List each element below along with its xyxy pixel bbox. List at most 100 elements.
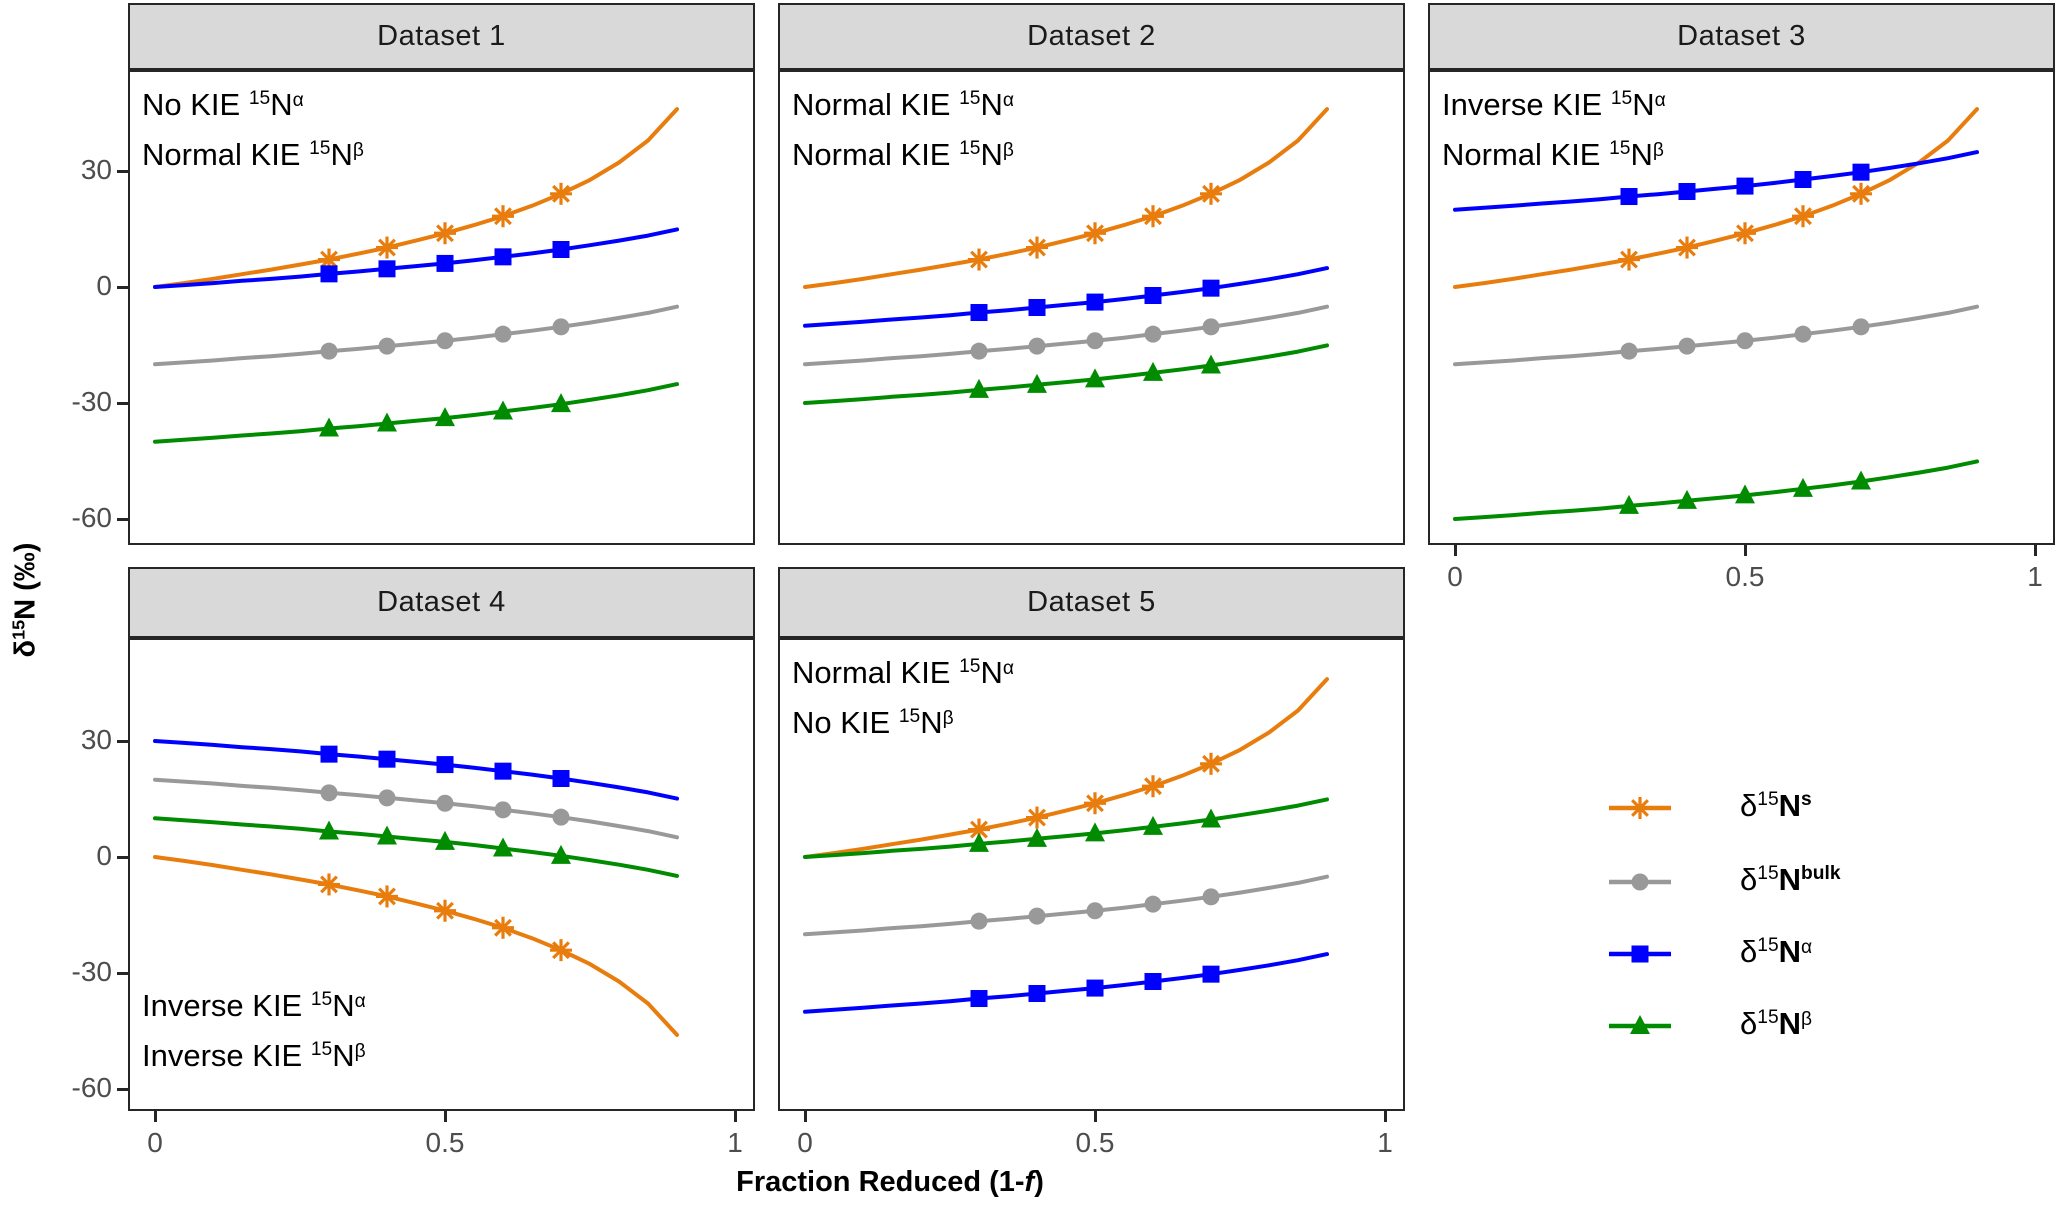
x-axis-tick-label: 0.5 — [425, 1127, 465, 1158]
series-markers-bulk — [970, 888, 1220, 930]
series-markers-beta — [969, 354, 1221, 398]
x-axis-tick — [734, 1111, 737, 1122]
series-markers-alpha — [320, 240, 570, 283]
legend-entry-alpha: δ15Nα — [1428, 932, 2028, 976]
series-line-s — [803, 677, 1329, 859]
facet-panel-1: No KIE 15Nα Normal KIE 15Nβ — [128, 70, 755, 545]
strip-label: Dataset 1 — [377, 20, 506, 52]
y-axis-tick-label: -60 — [71, 502, 112, 533]
series-markers-beta — [969, 808, 1221, 852]
panel-annotation-1: No KIE 15Nα Normal KIE 15Nβ — [142, 80, 364, 180]
y-axis-tick — [117, 286, 128, 289]
facet-strip-1: Dataset 1 — [128, 3, 755, 70]
x-axis-tick — [1094, 1111, 1097, 1122]
annotation-line: No KIE 15Nα — [142, 87, 304, 122]
y-axis-tick — [117, 402, 128, 405]
series-markers-alpha — [1620, 163, 1870, 206]
y-axis-title: δ15N (‰) — [8, 542, 42, 658]
series-line-s — [1453, 107, 1979, 289]
series-markers-alpha — [970, 965, 1220, 1008]
annotation-line: Normal KIE 15Nβ — [1442, 137, 1664, 172]
series-line-s — [153, 107, 679, 289]
y-axis-tick-label: -60 — [71, 1072, 112, 1103]
facet-strip-2: Dataset 2 — [778, 3, 1405, 70]
y-axis-tick — [117, 972, 128, 975]
x-axis-tick-label: 1 — [727, 1127, 743, 1158]
y-axis-tick — [117, 170, 128, 173]
series-line-alpha — [803, 266, 1329, 328]
series-line-beta — [803, 343, 1329, 405]
legend-key-square-icon — [1609, 945, 1671, 963]
facet-panel-4: Inverse KIE 15Nα Inverse KIE 15Nβ — [128, 638, 755, 1111]
y-axis-tick — [117, 1088, 128, 1091]
panel-annotation-5: Normal KIE 15Nα No KIE 15Nβ — [792, 648, 1014, 748]
strip-label: Dataset 4 — [377, 586, 506, 618]
y-axis-tick-label: 0 — [96, 270, 112, 301]
legend-entry-bulk: δ15Nbulk — [1428, 860, 2028, 904]
panel-annotation-3: Inverse KIE 15Nα Normal KIE 15Nβ — [1442, 80, 1666, 180]
series-markers-bulk — [320, 784, 570, 826]
series-markers-beta — [319, 393, 571, 437]
facet-plot-area-3 — [1453, 107, 1979, 521]
annotation-line: Normal KIE 15Nα — [792, 655, 1014, 690]
series-line-alpha — [1453, 150, 1979, 212]
facet-panel-2: Normal KIE 15Nα Normal KIE 15Nβ — [778, 70, 1405, 545]
series-line-bulk — [803, 874, 1329, 937]
x-axis-tick-label: 0 — [797, 1127, 813, 1158]
series-line-alpha — [153, 739, 679, 801]
y-axis-tick-label: 30 — [80, 154, 112, 185]
x-axis-tick-label: 1 — [1377, 1127, 1393, 1158]
y-axis-tick-label: 30 — [80, 724, 112, 755]
x-axis-tick — [1384, 1111, 1387, 1122]
x-axis-tick — [2034, 545, 2037, 556]
x-axis-tick — [154, 1111, 157, 1122]
y-axis-tick-label: -30 — [71, 386, 112, 417]
strip-label: Dataset 5 — [1027, 586, 1156, 618]
series-line-alpha — [153, 227, 679, 289]
legend-key-asterisk-icon — [1609, 797, 1671, 819]
x-axis-tick-label: 0 — [147, 1127, 163, 1158]
series-line-bulk — [803, 304, 1329, 367]
y-axis-tick — [117, 856, 128, 859]
series-markers-s — [318, 873, 572, 962]
legend-label: δ15Nα — [1740, 934, 1813, 969]
legend-entry-beta: δ15Nβ — [1428, 1004, 2028, 1048]
series-markers-s — [1618, 182, 1872, 271]
facet-strip-3: Dataset 3 — [1428, 3, 2055, 70]
legend-label: δ15Nbulk — [1740, 862, 1841, 897]
panel-annotation-2: Normal KIE 15Nα Normal KIE 15Nβ — [792, 80, 1014, 180]
series-line-alpha — [803, 952, 1329, 1014]
y-axis-tick-label: 0 — [96, 840, 112, 871]
series-markers-s — [968, 182, 1222, 271]
facet-plot-area-4 — [153, 739, 679, 1037]
series-markers-bulk — [320, 318, 570, 360]
panel-annotation-4: Inverse KIE 15Nα Inverse KIE 15Nβ — [142, 981, 366, 1081]
legend-label: δ15Nβ — [1740, 1006, 1813, 1041]
annotation-line: Inverse KIE 15Nα — [142, 988, 366, 1023]
series-markers-alpha — [320, 745, 570, 788]
series-markers-bulk — [1620, 318, 1870, 360]
facet-plot-area-2 — [803, 107, 1329, 405]
y-axis-tick — [117, 740, 128, 743]
facet-strip-5: Dataset 5 — [778, 567, 1405, 638]
x-axis-tick — [1454, 545, 1457, 556]
annotation-line: Inverse KIE 15Nα — [1442, 87, 1666, 122]
strip-label: Dataset 3 — [1677, 20, 1806, 52]
x-axis-title: Fraction Reduced (1-f) — [736, 1166, 1044, 1198]
series-line-bulk — [153, 304, 679, 367]
series-line-s — [153, 855, 679, 1037]
legend-key-circle-icon — [1609, 873, 1671, 891]
annotation-line: Normal KIE 15Nβ — [792, 137, 1014, 172]
legend-entry-s: δ15Ns — [1428, 786, 2028, 830]
facet-panel-3: Inverse KIE 15Nα Normal KIE 15Nβ — [1428, 70, 2055, 545]
facet-plot-area-5 — [803, 677, 1329, 1014]
x-axis-tick-label: 1 — [2027, 561, 2043, 592]
series-line-s — [803, 107, 1329, 289]
series-line-beta — [153, 382, 679, 444]
series-markers-alpha — [970, 279, 1220, 322]
x-axis-tick — [804, 1111, 807, 1122]
annotation-line: No KIE 15Nβ — [792, 705, 954, 740]
x-axis-tick-label: 0 — [1447, 561, 1463, 592]
x-axis-tick — [444, 1111, 447, 1122]
